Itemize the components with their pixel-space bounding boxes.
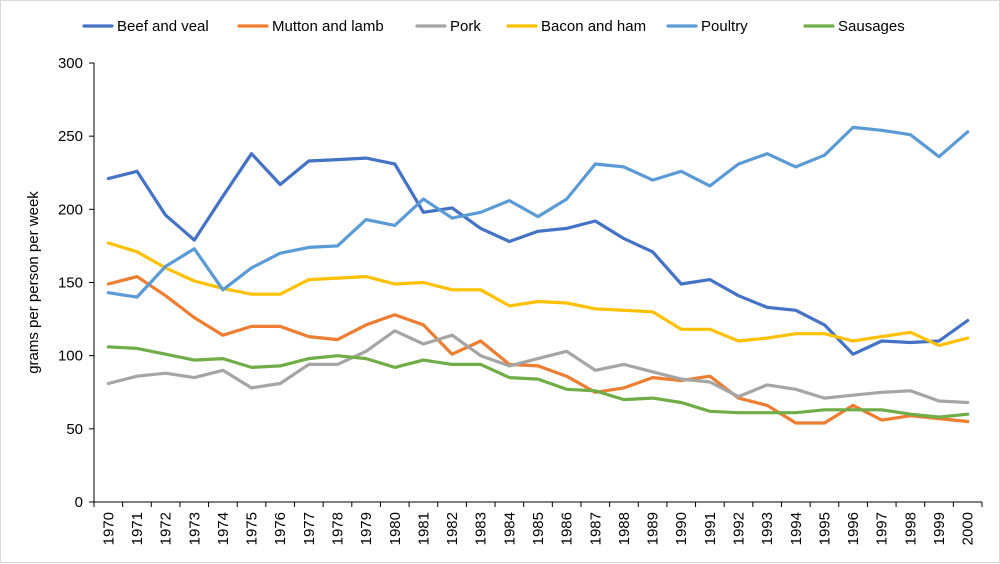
x-tick-label: 1999 bbox=[931, 512, 948, 545]
series-line-poultry bbox=[106, 125, 970, 299]
x-tick-label: 1973 bbox=[186, 512, 203, 545]
x-tick-label: 1984 bbox=[501, 512, 518, 545]
x-tick-label: 1998 bbox=[902, 512, 919, 545]
x-tick-label: 1971 bbox=[129, 512, 146, 545]
x-tick-label: 1981 bbox=[415, 512, 432, 545]
y-tick-label: 50 bbox=[66, 421, 83, 438]
x-tick-label: 1980 bbox=[387, 512, 404, 545]
x-tick-label: 1987 bbox=[587, 512, 604, 545]
legend-item: Pork bbox=[415, 18, 481, 35]
x-tick-label: 1995 bbox=[816, 512, 833, 545]
series-line-beef-and-veal bbox=[106, 152, 970, 356]
x-tick-label: 1976 bbox=[272, 512, 289, 545]
series-line-mutton-and-lamb bbox=[106, 275, 970, 425]
x-tick-label: 1975 bbox=[244, 512, 261, 545]
x-tick-label: 1983 bbox=[473, 512, 490, 545]
x-tick-label: 1970 bbox=[100, 512, 117, 545]
y-axis: 0 50 100 150 200 250 300 bbox=[58, 55, 95, 511]
x-tick-label: 1986 bbox=[559, 512, 576, 545]
x-tick-label: 1989 bbox=[645, 512, 662, 545]
y-tick-label: 250 bbox=[58, 128, 83, 145]
legend-item: Poultry bbox=[666, 18, 748, 35]
x-tick-label: 1996 bbox=[845, 512, 862, 545]
legend-label: Bacon and ham bbox=[541, 18, 646, 35]
x-tick-label: 1991 bbox=[702, 512, 719, 545]
legend-label: Pork bbox=[450, 18, 481, 35]
x-tick-label: 1978 bbox=[329, 512, 346, 545]
series-line-pork bbox=[106, 329, 970, 405]
x-tick-label: 1990 bbox=[673, 512, 690, 545]
legend-label: Beef and veal bbox=[117, 18, 209, 35]
x-tick-label: 1982 bbox=[444, 512, 461, 545]
legend-label: Poultry bbox=[701, 18, 748, 35]
legend-item: Sausages bbox=[803, 18, 905, 35]
x-tick-label: 1974 bbox=[215, 512, 232, 545]
legend: Beef and veal Mutton and lamb Pork Bacon an… bbox=[82, 18, 905, 35]
y-tick-label: 0 bbox=[75, 494, 83, 511]
x-tick-label: 1979 bbox=[358, 512, 375, 545]
legend-label: Sausages bbox=[838, 18, 905, 35]
x-tick-label: 2000 bbox=[960, 512, 977, 545]
y-axis-title: grams per person per week bbox=[25, 191, 42, 374]
x-tick-label: 1985 bbox=[530, 512, 547, 545]
series-line-sausages bbox=[106, 345, 970, 419]
x-tick-label: 1997 bbox=[874, 512, 891, 545]
y-axis-title-group: grams per person per week bbox=[25, 191, 42, 374]
series-line-bacon-and-ham bbox=[106, 241, 970, 347]
x-tick-label: 1972 bbox=[158, 512, 175, 545]
y-tick-label: 200 bbox=[58, 201, 83, 218]
series-lines bbox=[106, 125, 970, 425]
legend-label: Mutton and lamb bbox=[272, 18, 384, 35]
y-tick-label: 100 bbox=[58, 348, 83, 365]
x-axis: 1970 1971 1972 1973 1974 1975 1976 1977 1978 1979… bbox=[93, 501, 983, 545]
x-tick-label: 1994 bbox=[788, 512, 805, 545]
legend-item: Bacon and ham bbox=[506, 18, 646, 35]
x-tick-label: 1988 bbox=[616, 512, 633, 545]
x-tick-label: 1992 bbox=[731, 512, 748, 545]
x-tick-label: 1977 bbox=[301, 512, 318, 545]
y-tick-label: 150 bbox=[58, 275, 83, 292]
y-tick-label: 300 bbox=[58, 55, 83, 72]
legend-item: Beef and veal bbox=[82, 18, 209, 35]
legend-item: Mutton and lamb bbox=[237, 18, 384, 35]
x-tick-label: 1993 bbox=[759, 512, 776, 545]
